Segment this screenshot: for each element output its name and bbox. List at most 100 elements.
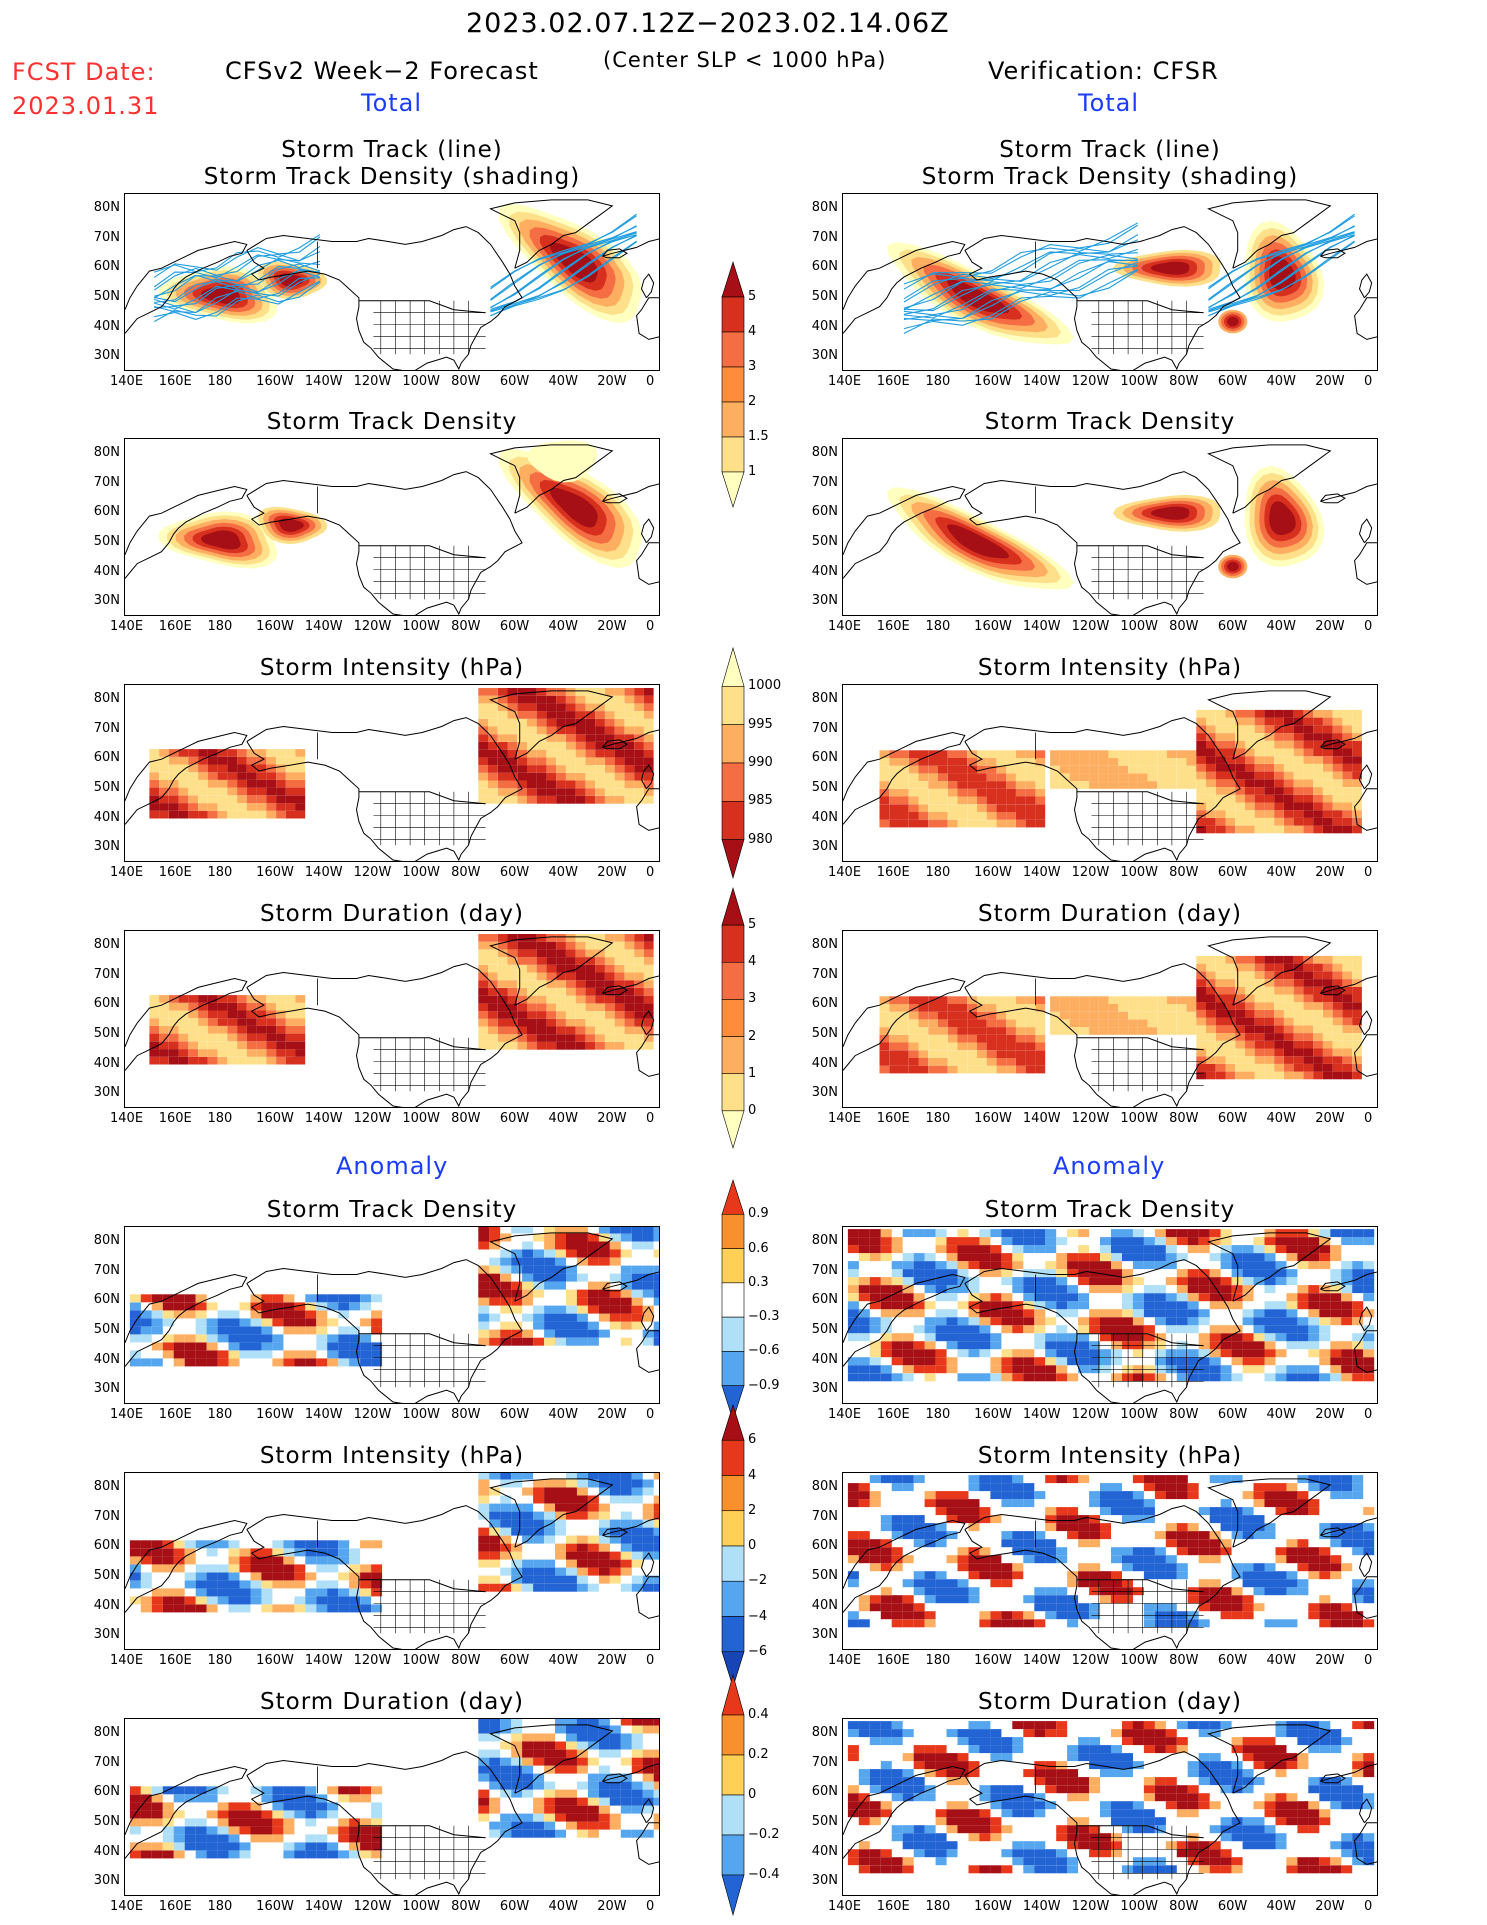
lon-tick-label: 140W <box>304 374 343 389</box>
lon-tick-label: 180 <box>207 1899 233 1914</box>
lon-tick-label: 160W <box>256 1653 294 1668</box>
panel-title-duration-cfsr: Storm Duration (day) <box>978 901 1242 927</box>
lon-tick-label: 140W <box>1022 1899 1061 1914</box>
lon-tick-label: 160E <box>876 1407 910 1422</box>
criterion-label: (Center SLP < 1000 hPa) <box>603 48 887 72</box>
lat-tick-label: 30N <box>93 1873 120 1889</box>
lon-tick-label: 40W <box>548 619 578 634</box>
map-svg <box>843 936 1377 1107</box>
colorbar-label: 2 <box>748 1502 757 1518</box>
lon-tick-label: 140E <box>110 619 144 634</box>
colorbar-duration_total <box>721 886 745 1150</box>
lon-tick-label: 140W <box>304 1407 343 1422</box>
lon-tick-label: 80W <box>1169 1111 1199 1126</box>
lat-tick-label: 80N <box>93 690 120 706</box>
lat-tick-label: 50N <box>93 288 120 304</box>
lon-tick-label: 40W <box>1266 374 1296 389</box>
lon-tick-label: 80W <box>451 619 481 634</box>
panel-title-adensity-cfsv2: Storm Track Density <box>266 1197 518 1223</box>
lon-tick-label: 20W <box>1315 865 1345 880</box>
lon-tick-label: 160E <box>158 1653 192 1668</box>
lon-tick-label: 140E <box>828 1111 862 1126</box>
lon-tick-label: 160W <box>256 1407 294 1422</box>
lat-tick-label: 30N <box>93 1627 120 1643</box>
lat-tick-label: 40N <box>93 1597 120 1613</box>
colorbar-label: −6 <box>748 1643 768 1659</box>
colorbar-label: 4 <box>748 954 757 970</box>
lat-tick-label: 30N <box>811 348 838 364</box>
lon-tick-label: 140E <box>110 1899 144 1914</box>
lat-tick-label: 40N <box>811 318 838 334</box>
panel-title-density-cfsr: Storm Track Density <box>984 409 1236 435</box>
lon-tick-label: 180 <box>207 865 233 880</box>
lon-tick-label: 40W <box>548 1899 578 1914</box>
lat-tick-label: 60N <box>93 504 120 520</box>
lon-tick-label: 140E <box>828 1653 862 1668</box>
lon-tick-label: 160W <box>974 1653 1012 1668</box>
lon-tick-label: 20W <box>1315 1653 1345 1668</box>
lat-tick-label: 50N <box>811 288 838 304</box>
right-anomaly-label: Anomaly <box>1053 1152 1166 1180</box>
colorbar-density_total <box>721 260 745 509</box>
lat-tick-label: 50N <box>93 1321 120 1337</box>
lon-tick-label: 60W <box>499 1407 530 1422</box>
lon-tick-label: 80W <box>451 865 481 880</box>
panel-title-aduration-cfsv2: Storm Duration (day) <box>260 1689 524 1715</box>
lat-tick-label: 60N <box>811 996 838 1012</box>
fcst-date-value: 2023.01.31 <box>12 92 160 120</box>
lat-tick-label: 50N <box>93 1025 120 1041</box>
lon-tick-label: 20W <box>597 1111 627 1126</box>
lon-tick-label: 160W <box>974 1111 1012 1126</box>
map-svg <box>125 688 659 861</box>
lon-tick-label: 0 <box>646 865 655 880</box>
lon-tick-label: 140E <box>110 1653 144 1668</box>
lon-tick-label: 180 <box>207 1111 233 1126</box>
lat-tick-label: 70N <box>93 474 120 490</box>
lat-tick-label: 60N <box>93 1292 120 1308</box>
colorbar-label: 0.2 <box>748 1747 769 1762</box>
lon-tick-label: 80W <box>451 1899 481 1914</box>
lon-tick-label: 80W <box>1169 1407 1199 1422</box>
lon-tick-label: 120W <box>353 619 392 634</box>
map-svg <box>843 199 1377 370</box>
lon-tick-label: 0 <box>646 1111 655 1126</box>
lon-tick-label: 160E <box>158 865 192 880</box>
lat-tick-label: 40N <box>93 809 120 825</box>
colorbar-label: 6 <box>748 1432 757 1448</box>
lon-tick-label: 60W <box>1217 374 1248 389</box>
lon-tick-label: 60W <box>499 1653 530 1668</box>
map-panel-track-cfsr <box>842 193 1378 371</box>
colorbar-label: 995 <box>748 716 773 732</box>
lon-tick-label: 20W <box>1315 1407 1345 1422</box>
lat-tick-label: 60N <box>811 1538 838 1554</box>
colorbar-label: −0.9 <box>748 1377 780 1393</box>
lon-tick-label: 0 <box>646 1653 655 1668</box>
colorbar-label: −0.2 <box>748 1827 780 1842</box>
lon-tick-label: 180 <box>925 865 951 880</box>
lat-tick-label: 80N <box>93 1478 120 1494</box>
map-panel-adensity-cfsr <box>842 1226 1378 1404</box>
lon-tick-label: 140E <box>828 1899 862 1914</box>
lon-tick-label: 40W <box>1266 619 1296 634</box>
map-svg <box>843 1229 1377 1403</box>
colorbar-label: 1000 <box>748 678 782 694</box>
colorbar-label: 0 <box>748 1102 757 1118</box>
lon-tick-label: 80W <box>451 374 481 389</box>
lon-tick-label: 120W <box>1071 1407 1110 1422</box>
lat-tick-label: 80N <box>811 690 838 706</box>
lon-tick-label: 60W <box>499 374 530 389</box>
lat-tick-label: 70N <box>811 474 838 490</box>
lon-tick-label: 40W <box>548 865 578 880</box>
lon-tick-label: 100W <box>1120 619 1159 634</box>
lon-tick-label: 80W <box>451 1111 481 1126</box>
lat-tick-label: 80N <box>811 936 838 952</box>
map-panel-aintensity-cfsv2 <box>124 1472 660 1650</box>
lon-tick-label: 140E <box>110 865 144 880</box>
lon-tick-label: 160W <box>256 1899 294 1914</box>
colorbar-label: 5 <box>748 289 757 304</box>
colorbar-label: 1.5 <box>748 429 769 444</box>
lat-tick-label: 50N <box>811 1813 838 1829</box>
lat-tick-label: 80N <box>811 199 838 215</box>
lon-tick-label: 40W <box>548 1653 578 1668</box>
lon-tick-label: 140E <box>828 374 862 389</box>
